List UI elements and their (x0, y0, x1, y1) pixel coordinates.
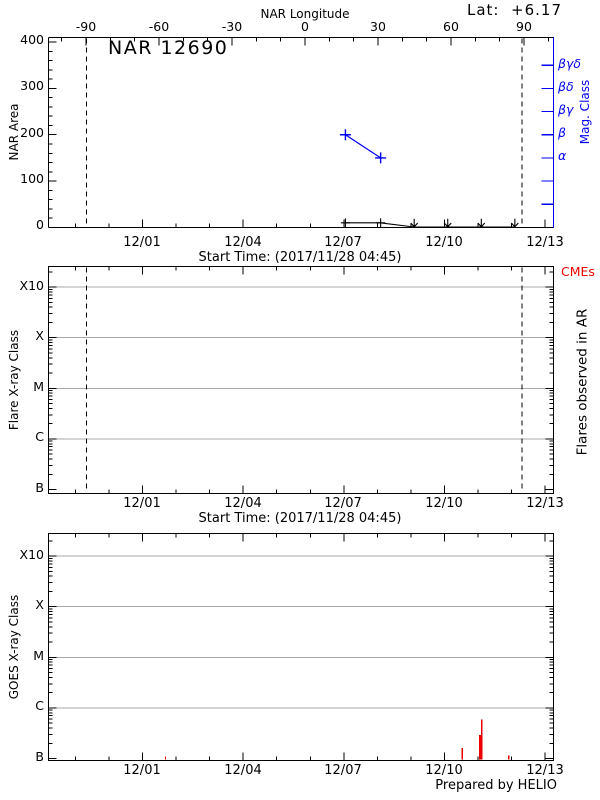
zero-area-downarrow-marker (510, 218, 519, 228)
date-tick-label: 12/10 (425, 496, 463, 511)
lon-tick-label: -60 (148, 19, 170, 34)
lon-tick-label: 0 (301, 19, 309, 34)
prepared-by-label: Prepared by HELIO (435, 778, 557, 793)
xray-tick-label: C (35, 429, 44, 444)
goes-tick-label: M (33, 648, 44, 663)
panel3-goes-xray (48, 533, 554, 761)
start-time-label: Start Time: (2017/11/28 04:45) (198, 511, 402, 526)
area-tick-label: 0 (36, 217, 44, 232)
latitude-label: Lat: +6.17 (467, 1, 562, 19)
date-tick-label: 12/07 (324, 496, 362, 511)
mag-tick-label: βγδ (558, 56, 582, 71)
xray-tick-label: M (33, 379, 44, 394)
mag-tick-label: α (558, 148, 567, 163)
date-tick-label: 12/13 (526, 763, 564, 778)
mag-class-plus-marker (375, 152, 387, 164)
xray-tick-label: B (35, 480, 44, 495)
mag-tick-label: βγ (558, 102, 574, 117)
goes-tick-label: X (35, 597, 44, 612)
area-tick-label: 400 (20, 32, 44, 47)
date-tick-label: 12/13 (526, 496, 564, 511)
nar-area-plus-marker (340, 218, 350, 228)
xray-tick-label: X (35, 328, 44, 343)
area-tick-label: 300 (20, 78, 44, 93)
nar-area-plus-marker (376, 218, 386, 228)
start-time-label: Start Time: (2017/11/28 04:45) (198, 250, 402, 265)
mag-tick-label: β (558, 125, 566, 140)
flare-axis-label: Flare X-ray Class (7, 329, 21, 431)
panel1-data (339, 129, 519, 228)
ar-title: NAR 12690 (108, 37, 229, 59)
zero-area-downarrow-marker (477, 218, 486, 228)
nar-area-line (345, 222, 515, 228)
mag-class-plus-marker (339, 129, 351, 141)
lon-tick-label: -90 (75, 19, 97, 34)
date-tick-label: 12/04 (224, 496, 262, 511)
date-tick-label: 12/04 (224, 763, 262, 778)
panel1-nar-area (48, 37, 554, 228)
top-axis-title: NAR Longitude (260, 7, 350, 21)
panel2-flares-in-ar (48, 266, 554, 494)
date-tick-label: 12/10 (425, 235, 463, 250)
goes-tick-label: B (35, 749, 44, 764)
lon-tick-label: -30 (221, 19, 243, 34)
date-tick-label: 12/07 (324, 235, 362, 250)
goes-tick-label: X10 (19, 547, 44, 562)
goes-tick-label: C (35, 698, 44, 713)
mag-tick-label: βδ (558, 79, 574, 94)
date-tick-label: 12/01 (123, 235, 161, 250)
zero-area-downarrow-marker (443, 218, 452, 228)
date-tick-label: 12/01 (123, 496, 161, 511)
flares-observed-label: Flares observed in AR (574, 308, 591, 456)
date-tick-label: 12/07 (324, 763, 362, 778)
date-tick-label: 12/13 (526, 235, 564, 250)
area-tick-label: 100 (20, 171, 44, 186)
date-tick-label: 12/01 (123, 763, 161, 778)
lon-tick-label: 60 (443, 19, 459, 34)
date-tick-label: 12/04 (224, 235, 262, 250)
goes-axis-label: GOES X-ray Class (7, 594, 21, 700)
panel3-flares (164, 719, 510, 760)
lon-tick-label: 90 (516, 19, 532, 34)
area-axis-label: NAR Area (7, 103, 21, 161)
date-tick-label: 12/10 (425, 763, 463, 778)
area-tick-label: 200 (20, 125, 44, 140)
zero-area-downarrow-marker (410, 218, 419, 228)
lon-tick-label: 30 (370, 19, 386, 34)
xray-tick-label: X10 (19, 278, 44, 293)
cmes-label: CMEs (561, 264, 595, 279)
mag-axis-label: Mag. Class (578, 79, 592, 145)
mag-class-line (345, 134, 381, 159)
